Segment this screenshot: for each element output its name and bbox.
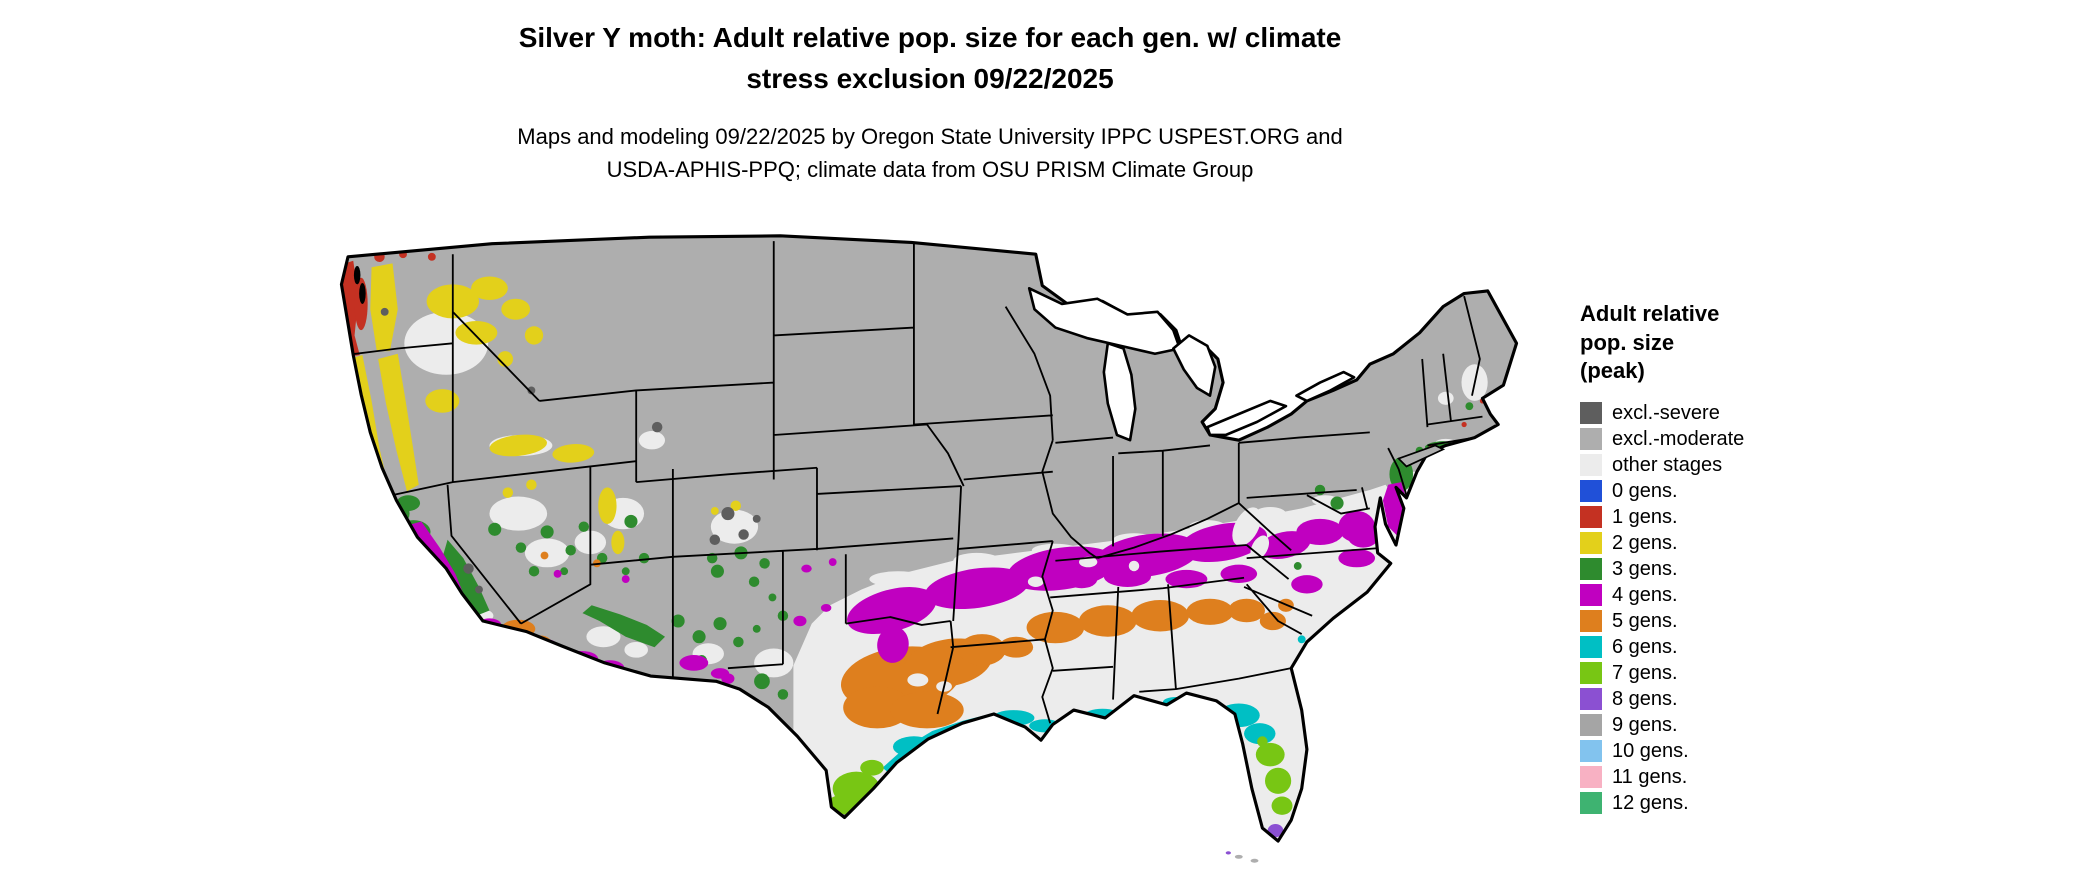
legend-entry: 2 gens. xyxy=(1580,530,1860,556)
legend-title-line2: pop. size xyxy=(1580,329,1675,355)
lake-ontario xyxy=(1295,370,1356,403)
legend-swatch xyxy=(1580,739,1602,762)
legend-entry: 8 gens. xyxy=(1580,686,1860,712)
legend-entry: excl.-severe xyxy=(1580,400,1860,426)
legend-entry: 10 gens. xyxy=(1580,738,1860,764)
legend-entry: 4 gens. xyxy=(1580,582,1860,608)
legend-entry: 6 gens. xyxy=(1580,634,1860,660)
legend-entry-label: 8 gens. xyxy=(1612,687,1678,710)
great-lakes xyxy=(1027,286,1356,442)
legend-swatch xyxy=(1580,531,1602,554)
legend-entry-label: other stages xyxy=(1612,453,1723,476)
legend-entry: other stages xyxy=(1580,452,1860,478)
legend-entry-label: excl.-severe xyxy=(1612,401,1720,424)
lake-michigan xyxy=(1102,341,1137,442)
excl-severe-regions xyxy=(380,307,761,594)
legend-swatch xyxy=(1580,583,1602,606)
legend-swatch xyxy=(1580,557,1602,580)
title-line1: Silver Y moth: Adult relative pop. size … xyxy=(518,22,1342,53)
subtitle-line1: Maps and modeling 09/22/2025 by Oregon S… xyxy=(517,124,1343,149)
legend-swatch xyxy=(1580,453,1602,476)
legend-swatch xyxy=(1580,505,1602,528)
legend-swatch xyxy=(1580,427,1602,450)
legend-title-line1: Adult relative xyxy=(1580,301,1720,326)
legend-entry-label: 6 gens. xyxy=(1612,635,1678,658)
legend-entry-label: 3 gens. xyxy=(1612,557,1678,580)
lake-erie xyxy=(1206,399,1288,437)
legend-swatch xyxy=(1580,479,1602,502)
legend-swatch xyxy=(1580,661,1602,684)
us-outline xyxy=(339,234,1519,843)
legend-title: Adult relative pop. size (peak) xyxy=(1580,300,1860,386)
page-subtitle: Maps and modeling 09/22/2025 by Oregon S… xyxy=(230,120,1630,186)
legend-entry: 7 gens. xyxy=(1580,660,1860,686)
legend-entry-label: 4 gens. xyxy=(1612,583,1678,606)
subtitle-line2: USDA-APHIS-PPQ; climate data from OSU PR… xyxy=(606,157,1254,182)
map-fill-layers xyxy=(341,235,1517,842)
legend-swatch xyxy=(1580,765,1602,788)
legend-swatch xyxy=(1580,791,1602,814)
puget-sound-detail xyxy=(353,265,366,304)
page-title: Silver Y moth: Adult relative pop. size … xyxy=(230,18,1630,99)
legend-entry-label: 2 gens. xyxy=(1612,531,1678,554)
legend-entry: 1 gens. xyxy=(1580,504,1860,530)
legend-swatch xyxy=(1580,401,1602,424)
legend-swatch xyxy=(1580,687,1602,710)
state-borders xyxy=(345,241,1483,724)
legend-entries: excl.-severe excl.-moderate other stages… xyxy=(1580,400,1860,816)
us-map-svg xyxy=(339,234,1519,863)
legend-entry-label: 12 gens. xyxy=(1612,791,1689,814)
title-line2: stress exclusion 09/22/2025 xyxy=(746,62,1114,94)
legend: Adult relative pop. size (peak) excl.-se… xyxy=(1580,300,1860,816)
legend-entry-label: 5 gens. xyxy=(1612,609,1678,632)
legend-entry: 5 gens. xyxy=(1580,608,1860,634)
long-island xyxy=(1397,444,1446,468)
legend-swatch xyxy=(1580,609,1602,632)
legend-title-line3: (peak) xyxy=(1580,358,1645,384)
legend-entry: 9 gens. xyxy=(1580,712,1860,738)
legend-swatch xyxy=(1580,713,1602,736)
lake-huron xyxy=(1171,334,1217,397)
legend-entry-label: 1 gens. xyxy=(1612,505,1678,528)
legend-entry-label: 11 gens. xyxy=(1612,765,1688,788)
legend-entry: 3 gens. xyxy=(1580,556,1860,582)
legend-entry: excl.-moderate xyxy=(1580,426,1860,452)
gen8-regions xyxy=(839,814,1284,838)
legend-entry: 11 gens. xyxy=(1580,764,1860,790)
legend-swatch xyxy=(1580,635,1602,658)
legend-entry-label: 9 gens. xyxy=(1612,713,1678,736)
florida-keys xyxy=(1225,851,1259,863)
legend-entry-label: 0 gens. xyxy=(1612,479,1678,502)
us-map xyxy=(321,228,1554,883)
legend-entry: 0 gens. xyxy=(1580,478,1860,504)
legend-entry: 12 gens. xyxy=(1580,790,1860,816)
legend-entry-label: 7 gens. xyxy=(1612,661,1678,684)
legend-entry-label: excl.-moderate xyxy=(1612,427,1745,450)
legend-entry-label: 10 gens. xyxy=(1612,739,1689,762)
